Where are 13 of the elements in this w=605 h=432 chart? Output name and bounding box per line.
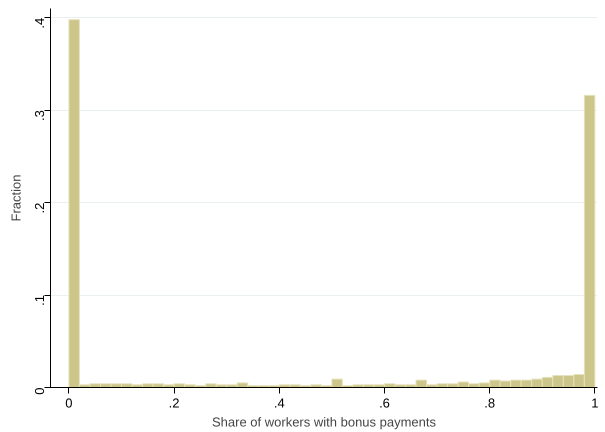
y-tick-label: .2 — [32, 202, 47, 214]
x-tick-label: .6 — [379, 396, 390, 410]
x-tick-label: .8 — [484, 396, 496, 410]
x-tick-label: .4 — [274, 396, 285, 410]
x-tick-label: .2 — [168, 396, 180, 410]
y-tick-label: .1 — [32, 295, 47, 306]
x-tick-label: 1 — [591, 396, 598, 410]
y-axis-title: Fraction — [8, 174, 24, 222]
y-tick-label: 0 — [32, 387, 47, 395]
y-tick-label: .3 — [32, 110, 47, 122]
y-tick-label: .4 — [32, 18, 47, 29]
x-tick-label: 0 — [65, 396, 73, 410]
x-axis-title: Share of workers with bonus payments — [212, 414, 436, 430]
